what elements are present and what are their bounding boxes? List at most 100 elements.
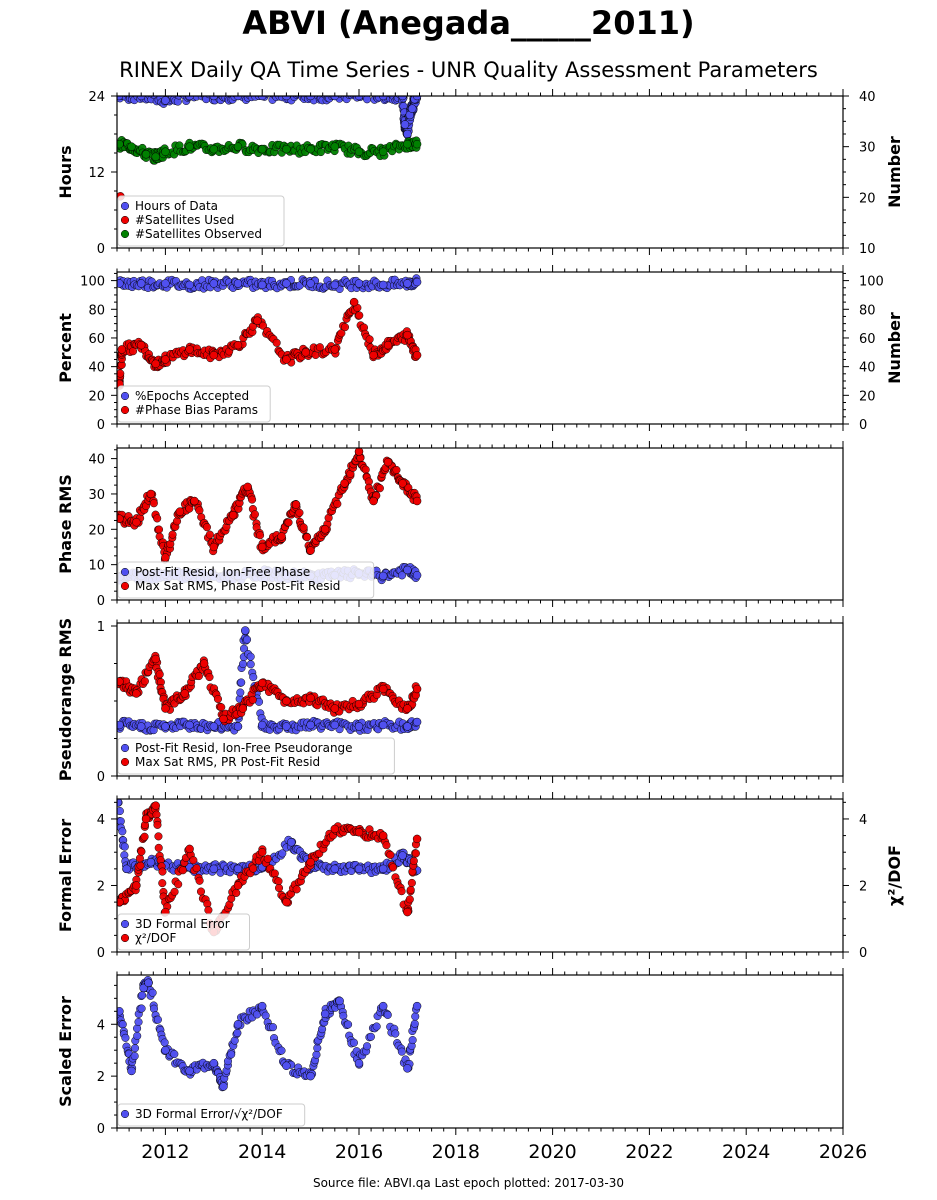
data-point (291, 500, 301, 509)
data-point (330, 142, 340, 151)
data-point (148, 988, 157, 997)
data-point (378, 147, 388, 156)
y-tick-label-right: 10 (859, 242, 876, 257)
data-point (369, 496, 378, 506)
panel-frame (116, 798, 844, 953)
data-point (132, 517, 141, 527)
x-tick-label: 2018 (432, 1141, 480, 1163)
data-point (133, 88, 141, 96)
data-point (236, 688, 245, 697)
y-tick-label: 20 (88, 389, 105, 404)
data-point (117, 139, 124, 149)
data-point (195, 506, 204, 515)
data-point (199, 659, 209, 668)
data-point (117, 806, 124, 816)
data-point (249, 864, 258, 873)
data-point (403, 722, 412, 731)
legend-marker (120, 215, 130, 225)
data-point (122, 864, 131, 874)
data-point (257, 847, 267, 857)
data-point (118, 827, 127, 836)
data-point (251, 96, 256, 97)
data-point (117, 514, 124, 523)
panel-1 (111, 88, 849, 255)
data-point (136, 279, 146, 288)
data-point (330, 720, 340, 730)
data-point (362, 96, 372, 104)
data-point (172, 517, 182, 526)
y-axis-title-right: Number (885, 136, 904, 208)
data-point (246, 652, 255, 661)
panel-5 (111, 792, 849, 959)
data-point (412, 571, 422, 580)
data-point (361, 465, 370, 474)
data-point (205, 673, 214, 682)
data-point (154, 843, 163, 852)
data-point (340, 323, 350, 332)
data-point (194, 88, 202, 96)
data-point (354, 722, 364, 731)
data-point (306, 546, 315, 555)
data-point (365, 335, 374, 344)
y-tick-label-right: 30 (859, 141, 876, 156)
data-point (349, 297, 359, 307)
legend-marker (120, 757, 130, 767)
data-point (248, 495, 257, 504)
data-point (257, 678, 267, 688)
data-point (178, 866, 187, 875)
data-point (306, 1071, 315, 1081)
data-point (412, 834, 422, 844)
data-point (383, 340, 393, 350)
data-point (340, 479, 349, 488)
y-tick-label-right: 0 (859, 418, 867, 433)
y-tick-label: 2 (97, 879, 105, 894)
data-point (403, 565, 412, 575)
data-point (378, 571, 388, 581)
x-tick-label: 2022 (625, 1141, 673, 1163)
data-point (268, 1023, 278, 1032)
data-point (134, 1017, 143, 1027)
data-point (258, 321, 268, 330)
data-point (209, 96, 219, 101)
data-point (185, 1066, 194, 1076)
data-point (219, 1082, 228, 1091)
y-tick-label: 10 (88, 559, 105, 574)
y-axis-title: Formal Error (56, 819, 75, 932)
data-point (378, 280, 388, 290)
data-point (370, 96, 376, 97)
data-point (330, 280, 340, 290)
y-tick-label: 24 (88, 90, 105, 105)
data-point (282, 722, 291, 731)
data-point (192, 864, 201, 873)
data-point (195, 876, 204, 885)
data-point (209, 350, 219, 360)
data-point (306, 857, 315, 867)
legend-box (117, 913, 250, 951)
legend-marker (120, 743, 130, 753)
data-point (136, 96, 146, 101)
data-point (386, 850, 395, 859)
data-point (174, 880, 183, 889)
data-point (349, 1038, 358, 1047)
data-point (397, 571, 407, 580)
data-point (354, 864, 364, 874)
data-point (412, 717, 422, 727)
data-point (161, 704, 170, 713)
data-point (130, 1052, 139, 1061)
data-point (130, 1044, 140, 1053)
data-point (121, 1033, 130, 1042)
points-group (117, 88, 422, 201)
y-tick-label: 100 (80, 275, 105, 290)
data-point (403, 330, 412, 340)
data-point (412, 350, 422, 360)
data-point (295, 508, 304, 517)
data-point (254, 96, 259, 97)
data-point (233, 722, 243, 731)
data-point (306, 720, 315, 730)
data-point (154, 525, 164, 534)
data-point (286, 837, 296, 847)
data-point (378, 1001, 388, 1011)
data-point (161, 279, 170, 288)
panel-3 (111, 441, 844, 607)
data-point (136, 861, 145, 870)
